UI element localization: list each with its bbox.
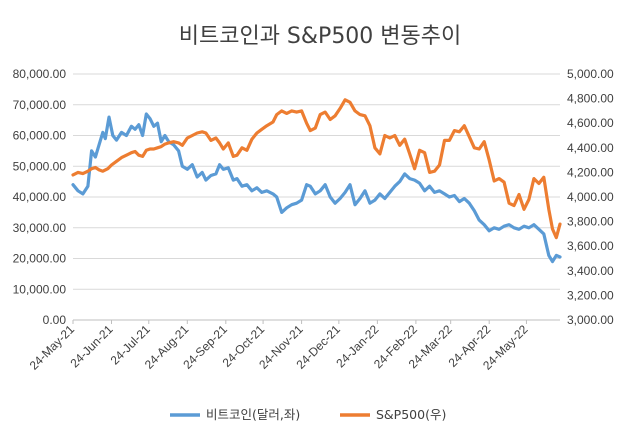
right-axis-ticks: 3,000.00 3,200.00 3,400.00 3,600.00 3,800.00… bbox=[567, 67, 614, 327]
gridlines bbox=[73, 73, 560, 321]
right-axis-tick-label: 4,000.00 bbox=[567, 190, 614, 204]
left-axis-tick-label: 0.00 bbox=[43, 313, 67, 327]
left-axis-tick-label: 30,000.00 bbox=[13, 221, 67, 235]
bitcoin-series-line bbox=[71, 112, 562, 264]
left-axis-tick-label: 80,000.00 bbox=[13, 67, 67, 81]
right-axis-tick-label: 4,800.00 bbox=[567, 92, 614, 106]
right-axis-tick-label: 3,400.00 bbox=[567, 264, 614, 278]
x-axis-tick-label: 24-Jun-21 bbox=[68, 322, 116, 370]
left-axis-tick-label: 40,000.00 bbox=[13, 190, 67, 204]
left-axis-ticks: 0.00 10,000.00 20,000.00 30,000.00 40,000.00… bbox=[13, 67, 67, 327]
left-axis-tick-label: 70,000.00 bbox=[13, 98, 67, 112]
sp500-series-line bbox=[71, 98, 562, 240]
right-axis-tick-label: 3,200.00 bbox=[567, 288, 614, 302]
right-axis-tick-label: 4,200.00 bbox=[567, 165, 614, 179]
right-axis-tick-label: 3,600.00 bbox=[567, 239, 614, 253]
legend-label: 비트코인(달러,좌) bbox=[206, 407, 300, 422]
right-axis-tick-label: 3,000.00 bbox=[567, 313, 614, 327]
left-axis-tick-label: 10,000.00 bbox=[13, 282, 67, 296]
legend: 비트코인(달러,좌) S&P500(우) bbox=[170, 407, 446, 422]
right-axis-tick-label: 5,000.00 bbox=[567, 67, 614, 81]
left-axis-tick-label: 20,000.00 bbox=[13, 252, 67, 266]
legend-label: S&P500(우) bbox=[376, 407, 446, 422]
x-axis-ticks: 24-May-2124-Jun-2124-Jul-2124-Aug-2124-S… bbox=[27, 320, 531, 373]
series-lines bbox=[71, 98, 562, 264]
right-axis-tick-label: 4,400.00 bbox=[567, 141, 614, 155]
right-axis-tick-label: 4,600.00 bbox=[567, 116, 614, 130]
left-axis-tick-label: 50,000.00 bbox=[13, 159, 67, 173]
left-axis-tick-label: 60,000.00 bbox=[13, 129, 67, 143]
x-axis-tick-label: 24-May-21 bbox=[27, 322, 78, 373]
chart-title: 비트코인과 S&P500 변동추이 bbox=[179, 24, 462, 49]
right-axis-tick-label: 3,800.00 bbox=[567, 215, 614, 229]
